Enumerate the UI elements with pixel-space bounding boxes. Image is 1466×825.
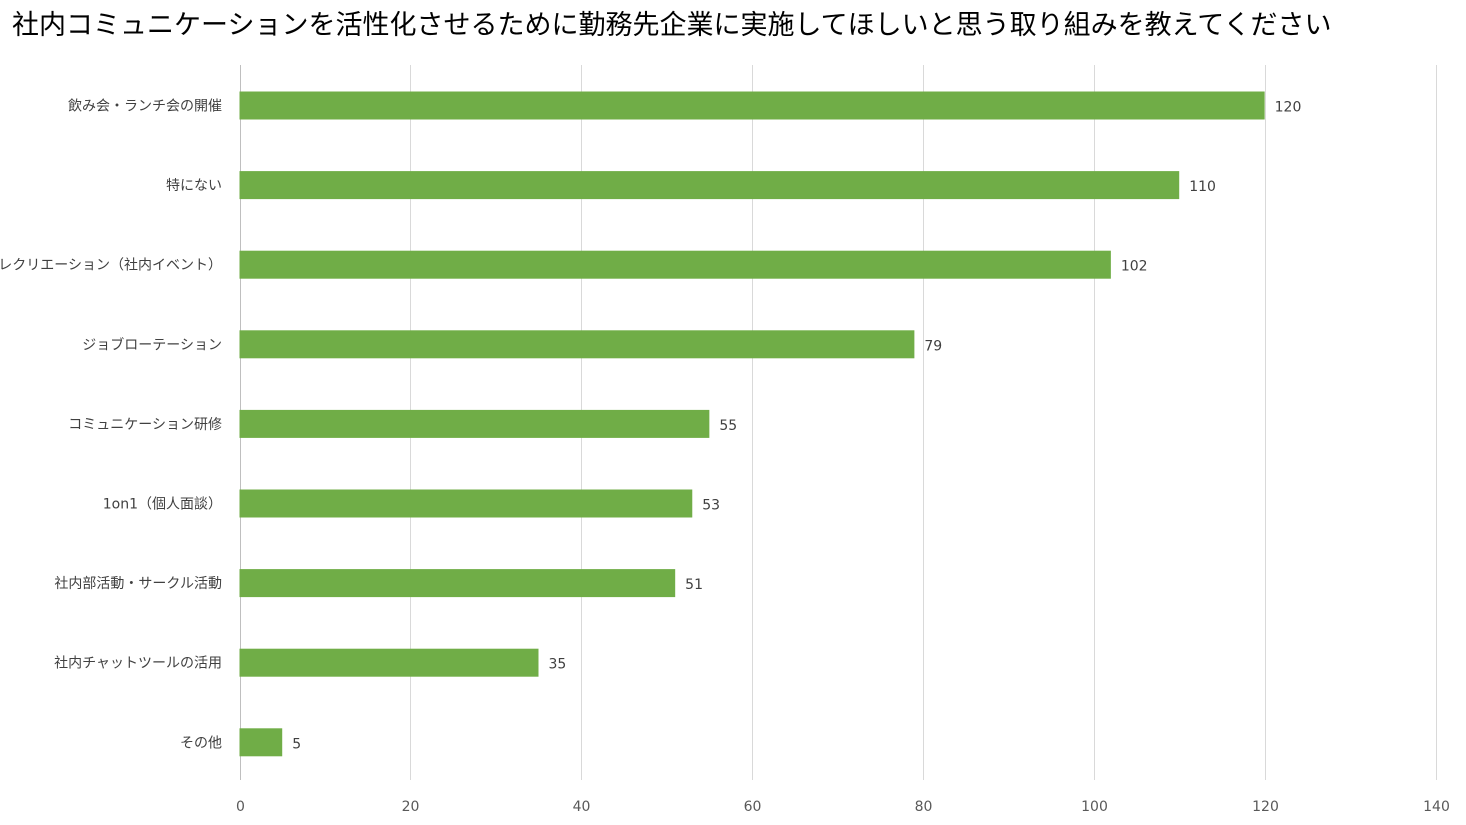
bar bbox=[239, 648, 539, 677]
x-tick-label: 80 bbox=[915, 799, 933, 815]
category-label: ジョブローテーション bbox=[82, 336, 222, 353]
bar bbox=[239, 409, 710, 438]
bar bbox=[239, 728, 283, 757]
data-label: 79 bbox=[924, 338, 942, 354]
x-tick-label: 100 bbox=[1081, 799, 1108, 815]
data-label: 55 bbox=[719, 418, 737, 434]
category-label: 特にない bbox=[166, 178, 222, 194]
category-label: 1on1（個人面談） bbox=[103, 497, 222, 513]
x-tick-label: 0 bbox=[236, 799, 245, 815]
x-tick-label: 20 bbox=[402, 799, 420, 815]
data-label: 110 bbox=[1189, 179, 1216, 195]
category-label: 社内チャットツールの活用 bbox=[54, 656, 222, 672]
bar bbox=[239, 330, 915, 359]
bars bbox=[239, 91, 1265, 757]
category-label: 飲み会・ランチ会の開催 bbox=[68, 99, 222, 115]
bar bbox=[239, 171, 1180, 200]
x-tick-label: 140 bbox=[1423, 799, 1450, 815]
data-label: 120 bbox=[1275, 100, 1302, 116]
data-label: 53 bbox=[702, 498, 720, 514]
chart-title: 社内コミュニケーションを活性化させるために勤務先企業に実施してほしいと思う取り組… bbox=[12, 10, 1332, 41]
bar bbox=[239, 250, 1111, 279]
category-label: その他 bbox=[180, 735, 222, 751]
bar bbox=[239, 91, 1265, 120]
x-tick-label: 120 bbox=[1252, 799, 1279, 815]
category-label: コミュニケーション研修 bbox=[68, 417, 222, 433]
bar bbox=[239, 489, 693, 518]
category-label: レクリエーション（社内イベント） bbox=[0, 258, 222, 274]
labels: 0 20 40 60 80 100 120 140 飲み会・ランチ会の開催 120 特にない 110 レ… bbox=[0, 99, 1450, 816]
data-label: 102 bbox=[1121, 259, 1148, 275]
data-label: 5 bbox=[292, 736, 301, 752]
bar bbox=[239, 569, 676, 598]
category-label: 社内部活動・サークル活動 bbox=[54, 576, 222, 592]
data-label: 51 bbox=[685, 577, 703, 593]
x-tick-label: 60 bbox=[744, 799, 762, 815]
x-tick-label: 40 bbox=[573, 799, 591, 815]
data-label: 35 bbox=[549, 657, 567, 673]
